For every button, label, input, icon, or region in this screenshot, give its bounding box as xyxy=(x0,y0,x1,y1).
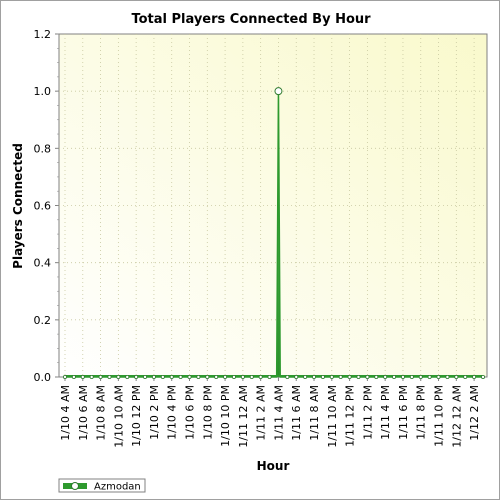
x-tick-label: 1/11 6 PM xyxy=(397,385,410,440)
data-point xyxy=(205,374,210,379)
series-baseline xyxy=(65,375,483,377)
data-point xyxy=(400,374,405,379)
data-point xyxy=(160,374,165,379)
data-point xyxy=(383,374,388,379)
data-point xyxy=(427,374,432,379)
data-point xyxy=(89,374,94,379)
data-point xyxy=(392,374,397,379)
data-point xyxy=(151,374,156,379)
y-tick-label: 0.2 xyxy=(34,314,52,327)
x-tick-label: 1/10 12 PM xyxy=(130,385,143,447)
x-tick-label: 1/10 4 AM xyxy=(59,385,72,441)
x-tick-label: 1/11 10 AM xyxy=(326,385,339,448)
grid-lines xyxy=(59,34,487,377)
data-point xyxy=(80,374,85,379)
data-point xyxy=(374,374,379,379)
y-tick-label: 0.0 xyxy=(34,371,52,384)
legend-label-azmodan: Azmodan xyxy=(94,482,141,493)
x-tick-label: 1/11 4 AM xyxy=(272,385,285,441)
data-point xyxy=(196,374,201,379)
y-tick-label: 0.6 xyxy=(34,200,52,213)
data-point xyxy=(134,374,139,379)
data-point xyxy=(329,374,334,379)
data-point xyxy=(472,374,477,379)
legend-marker xyxy=(71,482,79,490)
x-tick-label: 1/11 12 AM xyxy=(237,385,250,448)
x-tick-label: 1/11 8 AM xyxy=(308,385,321,441)
data-point xyxy=(231,374,236,379)
data-point xyxy=(71,374,76,379)
data-point xyxy=(143,374,148,379)
data-point xyxy=(267,374,272,379)
x-tick-label: 1/11 8 PM xyxy=(415,385,428,440)
x-tick-label: 1/11 12 PM xyxy=(344,385,357,447)
data-point xyxy=(445,374,450,379)
x-tick-label: 1/10 8 AM xyxy=(95,385,108,441)
data-point xyxy=(187,374,192,379)
x-tick-label: 1/10 6 AM xyxy=(77,385,90,441)
chart-title: Total Players Connected By Hour xyxy=(131,12,371,27)
data-point xyxy=(223,374,228,379)
data-point xyxy=(98,374,103,379)
x-tick-label: 1/10 10 PM xyxy=(219,385,232,447)
x-tick-label: 1/10 2 PM xyxy=(148,385,161,440)
data-point xyxy=(285,374,290,379)
data-point xyxy=(125,374,130,379)
x-tick-label: 1/11 2 AM xyxy=(255,385,268,441)
data-point xyxy=(356,374,361,379)
x-tick-label: 1/11 10 PM xyxy=(433,385,446,447)
data-point xyxy=(258,374,263,379)
x-tick-label: 1/10 4 PM xyxy=(166,385,179,440)
data-point xyxy=(418,374,423,379)
y-tick-label: 1.2 xyxy=(34,28,52,41)
x-tick-label: 1/10 10 AM xyxy=(112,385,125,448)
data-point xyxy=(249,374,254,379)
y-axis-label: Players Connected xyxy=(11,143,25,269)
data-point xyxy=(454,374,459,379)
x-tick-label: 1/10 6 PM xyxy=(184,385,197,440)
x-tick-label: 1/12 2 AM xyxy=(468,385,481,441)
x-tick-label: 1/10 8 PM xyxy=(201,385,214,440)
data-point xyxy=(312,374,317,379)
data-point-peak xyxy=(274,87,283,96)
data-point xyxy=(347,374,352,379)
x-tick-label: 1/11 2 PM xyxy=(361,385,374,440)
y-tick-label: 0.4 xyxy=(34,257,52,270)
data-point xyxy=(463,374,468,379)
series-azmodan xyxy=(63,87,485,379)
data-point xyxy=(214,374,219,379)
y-tick-label: 1.0 xyxy=(34,85,52,98)
data-point xyxy=(116,374,121,379)
data-point xyxy=(240,374,245,379)
data-point xyxy=(365,374,370,379)
data-point xyxy=(320,374,325,379)
y-axis: 0.0 0.2 0.4 0.6 0.8 1.0 1.2 xyxy=(34,28,59,384)
data-point xyxy=(409,374,414,379)
data-point xyxy=(169,374,174,379)
legend: Azmodan xyxy=(58,478,146,493)
data-point xyxy=(107,374,112,379)
x-axis: 1/10 4 AM 1/10 6 AM 1/10 8 AM 1/10 10 AM 1/1… xyxy=(59,377,484,448)
data-point xyxy=(480,374,485,379)
x-axis-label: Hour xyxy=(257,459,290,473)
x-tick-label: 1/12 12 AM xyxy=(450,385,463,448)
data-point xyxy=(303,374,308,379)
data-point xyxy=(178,374,183,379)
x-tick-label: 1/11 4 PM xyxy=(379,385,392,440)
data-point xyxy=(294,374,299,379)
y-tick-label: 0.8 xyxy=(34,142,52,155)
data-point xyxy=(338,374,343,379)
x-tick-label: 1/11 6 AM xyxy=(290,385,303,441)
data-point xyxy=(63,374,68,379)
data-point xyxy=(436,374,441,379)
